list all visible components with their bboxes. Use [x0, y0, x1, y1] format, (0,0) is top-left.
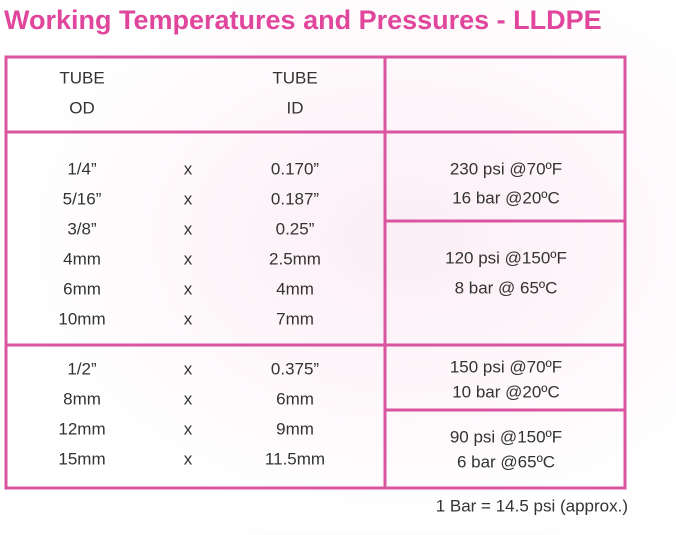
cell: x: [184, 419, 193, 438]
cell: x: [184, 449, 193, 468]
title: Working Temperatures and Pressures - LLD…: [4, 5, 602, 35]
cell: 7mm: [276, 309, 314, 328]
cell: 4mm: [63, 249, 101, 268]
cell: 5/16”: [63, 189, 102, 208]
cell: 10mm: [58, 309, 105, 328]
cell: x: [184, 389, 193, 408]
cell: 8mm: [63, 389, 101, 408]
cell: 3/8”: [67, 219, 97, 238]
cell: 15mm: [58, 449, 105, 468]
cell: 6mm: [63, 279, 101, 298]
rating: 90 psi @150ºF: [450, 427, 562, 446]
cell: 0.187”: [271, 189, 320, 208]
cell: x: [184, 359, 193, 378]
cell: x: [184, 189, 193, 208]
cell: 0.25”: [276, 219, 315, 238]
cell: 11.5mm: [265, 449, 325, 468]
table-border: [4, 55, 627, 490]
rating: 16 bar @20ºC: [452, 188, 560, 207]
cell: 12mm: [58, 419, 105, 438]
cell: 2.5mm: [269, 249, 321, 268]
rating: 10 bar @20ºC: [452, 382, 560, 401]
cell: 1/4”: [67, 159, 97, 178]
header-label: TUBE: [59, 68, 104, 87]
cell: x: [184, 279, 193, 298]
cell: x: [184, 249, 193, 268]
rating: 8 bar @ 65ºC: [455, 278, 558, 297]
cell: x: [184, 159, 193, 178]
header-label: ID: [287, 98, 304, 117]
cell: 1/2”: [67, 359, 97, 378]
rating: 150 psi @70ºF: [450, 357, 562, 376]
header-label: OD: [69, 98, 95, 117]
cell: 6mm: [276, 389, 314, 408]
cell: 4mm: [276, 279, 314, 298]
rating: 230 psi @70ºF: [450, 159, 562, 178]
cell: 9mm: [276, 419, 314, 438]
rating: 6 bar @65ºC: [457, 452, 555, 471]
cell: x: [184, 309, 193, 328]
rating: 120 psi @150ºF: [445, 248, 567, 267]
cell: x: [184, 219, 193, 238]
cell: 0.170”: [271, 159, 320, 178]
footnote: 1 Bar = 14.5 psi (approx.): [436, 496, 628, 515]
cell: 0.375”: [271, 359, 320, 378]
header-label: TUBE: [272, 68, 317, 87]
